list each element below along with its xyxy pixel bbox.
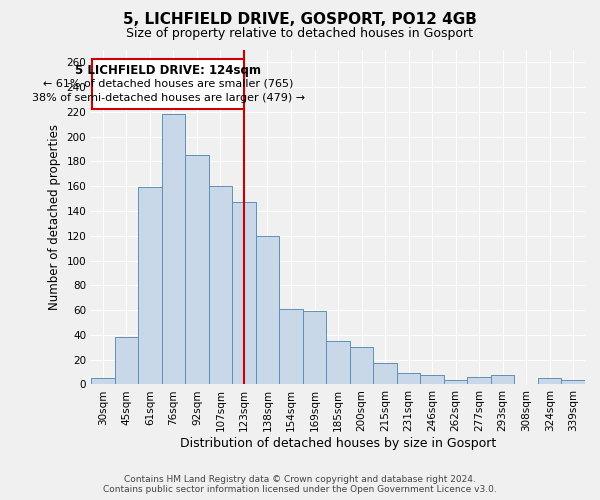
Bar bbox=[491, 374, 514, 384]
Bar bbox=[326, 341, 350, 384]
Bar bbox=[138, 188, 161, 384]
Bar bbox=[115, 338, 138, 384]
Bar bbox=[256, 236, 279, 384]
Bar bbox=[279, 309, 303, 384]
Bar bbox=[303, 312, 326, 384]
Y-axis label: Number of detached properties: Number of detached properties bbox=[48, 124, 61, 310]
Text: 5 LICHFIELD DRIVE: 124sqm: 5 LICHFIELD DRIVE: 124sqm bbox=[75, 64, 261, 76]
Text: Contains public sector information licensed under the Open Government Licence v3: Contains public sector information licen… bbox=[103, 485, 497, 494]
X-axis label: Distribution of detached houses by size in Gosport: Distribution of detached houses by size … bbox=[180, 437, 496, 450]
Text: Size of property relative to detached houses in Gosport: Size of property relative to detached ho… bbox=[127, 28, 473, 40]
Text: Contains HM Land Registry data © Crown copyright and database right 2024.: Contains HM Land Registry data © Crown c… bbox=[124, 475, 476, 484]
Bar bbox=[185, 156, 209, 384]
Bar bbox=[232, 202, 256, 384]
Bar bbox=[467, 377, 491, 384]
Bar bbox=[562, 380, 585, 384]
Bar bbox=[91, 378, 115, 384]
Bar bbox=[421, 374, 444, 384]
Bar bbox=[373, 364, 397, 384]
Text: 38% of semi-detached houses are larger (479) →: 38% of semi-detached houses are larger (… bbox=[32, 92, 305, 102]
Bar bbox=[444, 380, 467, 384]
Bar bbox=[397, 374, 421, 384]
Bar bbox=[538, 378, 562, 384]
Text: 5, LICHFIELD DRIVE, GOSPORT, PO12 4GB: 5, LICHFIELD DRIVE, GOSPORT, PO12 4GB bbox=[123, 12, 477, 28]
FancyBboxPatch shape bbox=[92, 58, 244, 110]
Bar bbox=[350, 348, 373, 385]
Bar bbox=[161, 114, 185, 384]
Text: ← 61% of detached houses are smaller (765): ← 61% of detached houses are smaller (76… bbox=[43, 78, 293, 88]
Bar bbox=[209, 186, 232, 384]
